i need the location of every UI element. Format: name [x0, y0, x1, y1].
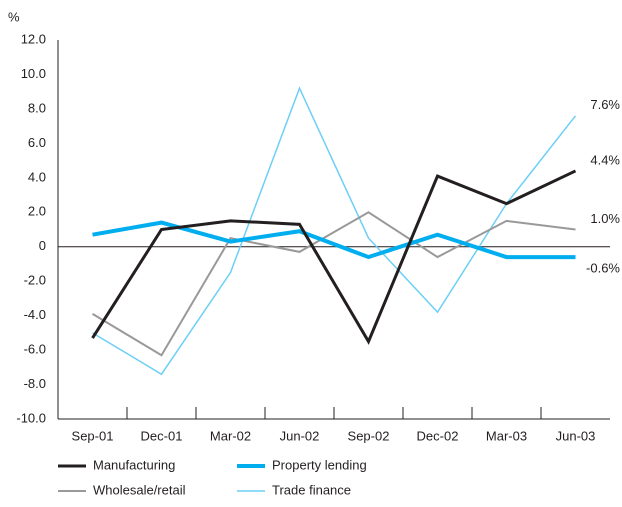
y-tick-label: -10.0	[16, 410, 46, 425]
y-tick-label: -6.0	[24, 342, 46, 357]
x-tick-label: Sep-01	[72, 428, 114, 443]
value-label: 4.4%	[590, 152, 620, 167]
x-tick-label: Mar-03	[486, 428, 527, 443]
y-tick-label: 4.0	[28, 169, 46, 184]
legend-label: Trade finance	[272, 482, 351, 497]
value-label: -0.6%	[586, 261, 620, 276]
y-tick-label: 0	[39, 238, 46, 253]
x-tick-label: Sep-02	[348, 428, 390, 443]
series-line	[92, 86, 577, 376]
y-tick-label: -4.0	[24, 307, 46, 322]
x-tick-label: Jun-02	[280, 428, 320, 443]
y-tick-label: 12.0	[21, 31, 46, 46]
y-unit-label: %	[8, 9, 20, 24]
y-tick-label: 8.0	[28, 100, 46, 115]
legend-label: Property lending	[272, 457, 367, 472]
legend-label: Manufacturing	[93, 457, 175, 472]
x-tick-label: Mar-02	[210, 428, 251, 443]
legend-label: Wholesale/retail	[93, 482, 186, 497]
y-tick-label: -8.0	[24, 376, 46, 391]
value-label: 7.6%	[590, 97, 620, 112]
x-tick-label: Jun-03	[556, 428, 596, 443]
series-line	[91, 169, 577, 345]
series-line	[91, 211, 576, 357]
y-tick-label: 2.0	[28, 204, 46, 219]
series-line	[92, 220, 576, 260]
y-tick-label: 6.0	[28, 135, 46, 150]
x-tick-label: Dec-02	[417, 428, 459, 443]
x-tick-label: Dec-01	[141, 428, 183, 443]
value-label: 1.0%	[590, 211, 620, 226]
y-tick-label: -2.0	[24, 273, 46, 288]
y-tick-label: 10.0	[21, 66, 46, 81]
